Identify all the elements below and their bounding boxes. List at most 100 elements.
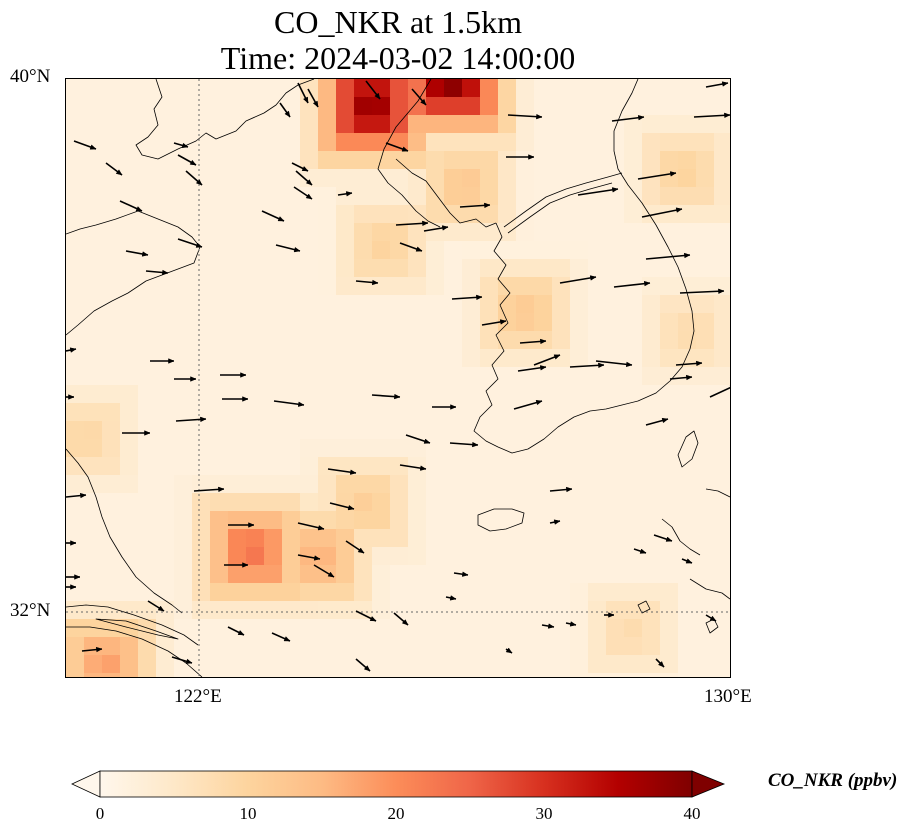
heatmap-cell <box>606 583 625 602</box>
heatmap-cell <box>426 223 445 242</box>
heatmap-cell <box>642 115 661 134</box>
heatmap-cell <box>642 331 661 350</box>
heatmap-cell <box>642 313 661 332</box>
heatmap-cell <box>102 601 121 620</box>
heatmap-cell <box>120 529 139 548</box>
heatmap-cell <box>696 457 715 476</box>
heatmap-cell <box>498 187 517 206</box>
heatmap-cell <box>354 601 373 620</box>
heatmap-cell <box>624 439 643 458</box>
heatmap-cell <box>264 295 283 314</box>
heatmap-cell <box>336 367 355 386</box>
heatmap-cell <box>408 223 427 242</box>
heatmap-cell <box>426 277 445 296</box>
map-panel[interactable] <box>65 78 731 678</box>
heatmap-cell <box>714 457 730 476</box>
heatmap-cell <box>390 97 409 116</box>
heatmap-cell <box>570 637 589 656</box>
heatmap-cell <box>534 655 553 674</box>
heatmap-cell <box>282 277 301 296</box>
wind-arrow-shaft <box>645 254 691 260</box>
heatmap-cell <box>66 151 85 170</box>
heatmap-cell <box>66 349 85 368</box>
heatmap-cell <box>480 313 499 332</box>
heatmap-cell <box>498 457 517 476</box>
heatmap-cell <box>390 529 409 548</box>
heatmap-cell <box>462 331 481 350</box>
heatmap-cell <box>570 565 589 584</box>
heatmap-cell <box>174 457 193 476</box>
heatmap-cell <box>516 277 535 296</box>
heatmap-cell <box>426 583 445 602</box>
heatmap-cell <box>138 241 157 260</box>
heatmap-cell <box>552 97 571 116</box>
heatmap-cell <box>660 205 679 224</box>
heatmap-cell <box>84 673 103 677</box>
heatmap-cell <box>606 349 625 368</box>
heatmap-cell <box>462 583 481 602</box>
heatmap-cell <box>354 205 373 224</box>
heatmap-cell <box>282 583 301 602</box>
coastline-tsushima <box>677 430 699 468</box>
heatmap-cell <box>120 223 139 242</box>
heatmap-cell <box>210 115 229 134</box>
heatmap-cell <box>444 655 463 674</box>
heatmap-cell <box>192 439 211 458</box>
heatmap-cell <box>120 349 139 368</box>
heatmap-cell <box>444 421 463 440</box>
heatmap-cell <box>156 547 175 566</box>
heatmap-cell <box>552 241 571 260</box>
wind-arrow-head <box>401 619 409 626</box>
heatmap-cell <box>408 295 427 314</box>
heatmap-cell <box>156 205 175 224</box>
heatmap-cell <box>318 367 337 386</box>
heatmap-cell <box>336 547 355 566</box>
heatmap-cell <box>678 637 697 656</box>
heatmap-cell <box>102 439 121 458</box>
heatmap-cell <box>426 295 445 314</box>
heatmap-cell <box>516 349 535 368</box>
heatmap-cell <box>102 295 121 314</box>
heatmap-cell <box>354 313 373 332</box>
heatmap-cell <box>390 565 409 584</box>
heatmap-cell <box>606 79 625 98</box>
heatmap-cell <box>534 475 553 494</box>
heatmap-cell <box>246 619 265 638</box>
heatmap-cell <box>192 457 211 476</box>
heatmap-cell <box>588 241 607 260</box>
heatmap-cell <box>282 331 301 350</box>
heatmap-cell <box>516 439 535 458</box>
heatmap-cell <box>516 385 535 404</box>
heatmap-cell <box>660 295 679 314</box>
heatmap-cell <box>714 655 730 674</box>
heatmap-cell <box>336 223 355 242</box>
heatmap-cell <box>678 277 697 296</box>
colorbar-extend-min <box>71 770 101 798</box>
heatmap-cell <box>462 97 481 116</box>
heatmap-cell <box>372 475 391 494</box>
heatmap-cell <box>462 439 481 458</box>
heatmap-cell <box>138 547 157 566</box>
heatmap-cell <box>426 169 445 188</box>
heatmap-cell <box>372 115 391 134</box>
heatmap-cell <box>138 367 157 386</box>
heatmap-cell <box>498 403 517 422</box>
heatmap-cell <box>102 241 121 260</box>
heatmap-cell <box>552 223 571 242</box>
heatmap-cell <box>354 331 373 350</box>
heatmap-cell <box>480 529 499 548</box>
wind-arrow-head <box>450 404 457 410</box>
heatmap-cell <box>192 547 211 566</box>
heatmap-cell <box>66 475 85 494</box>
heatmap-cell <box>138 79 157 98</box>
heatmap-cell <box>246 529 265 548</box>
heatmap-cell <box>354 367 373 386</box>
heatmap-cell <box>570 601 589 620</box>
heatmap-cell <box>318 349 337 368</box>
heatmap-cell <box>354 79 373 98</box>
heatmap-cell <box>264 475 283 494</box>
wind-arrow-head <box>472 441 479 448</box>
heatmap-cell <box>120 637 139 656</box>
heatmap-cell <box>102 511 121 530</box>
heatmap-cell <box>462 313 481 332</box>
